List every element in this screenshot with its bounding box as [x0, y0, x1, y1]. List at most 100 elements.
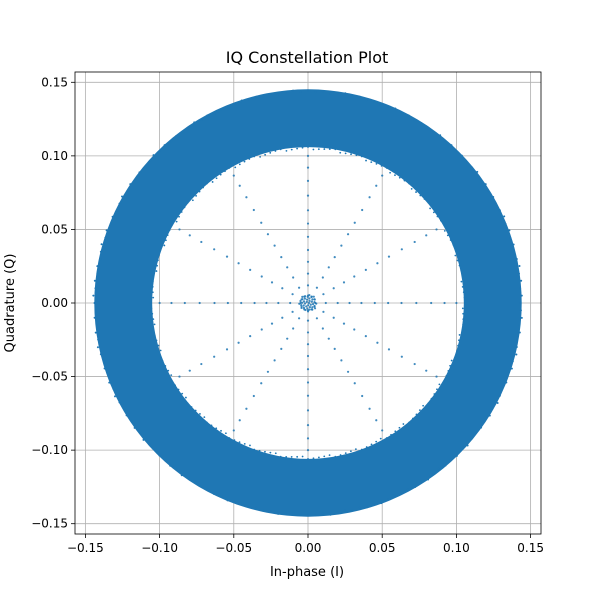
ring-edge-point [262, 509, 265, 512]
ring-edge-point [519, 287, 522, 290]
ring-edge-point [210, 424, 213, 427]
ring-edge-point [379, 437, 382, 440]
ring-edge-point [375, 440, 378, 443]
center-point [307, 301, 311, 305]
ring-edge-point [182, 131, 185, 134]
spoke-point [306, 272, 310, 275]
ring-edge-point [432, 130, 435, 133]
ring-edge-point [515, 353, 518, 356]
center-point [311, 306, 314, 309]
ring-edge-point [321, 90, 324, 93]
ring-edge-point [159, 349, 162, 352]
ring-edge-point [290, 148, 293, 151]
ring-edge-point [292, 511, 295, 514]
spoke-point [430, 301, 433, 305]
ring-edge-point [207, 488, 210, 491]
ring-edge-point [104, 236, 107, 239]
spoke-point [413, 362, 416, 366]
ring-edge-point [118, 401, 121, 404]
spoke-point [273, 244, 276, 247]
spoke-point [333, 347, 336, 350]
ring-edge-point [436, 215, 439, 218]
ring-edge-point [512, 251, 515, 254]
spoke-point [376, 262, 379, 265]
ring-edge-point [177, 388, 180, 391]
ring-edge-point [151, 280, 154, 283]
spoke-point [340, 244, 343, 247]
x-tick-label: −0.05 [215, 541, 252, 555]
spoke-point [291, 293, 294, 296]
ring-edge-point [113, 395, 116, 398]
ring-edge-point [515, 338, 518, 341]
ring-edge-point [175, 468, 178, 471]
ring-edge-point [301, 146, 304, 149]
ring-edge-point [519, 309, 522, 312]
ring-edge-point [277, 93, 280, 96]
ring-edge-point [152, 154, 155, 157]
ring-edge-point [450, 359, 453, 362]
center-point [308, 294, 311, 297]
ring-edge-point [170, 140, 173, 143]
ring-edge-point [498, 209, 501, 212]
ring-edge-point [344, 452, 347, 455]
ring-edge-point [411, 417, 414, 420]
center-point [315, 302, 318, 305]
spoke-point [375, 184, 378, 187]
center-point [301, 301, 304, 304]
ring-edge-point [454, 150, 457, 153]
ring-edge-point [164, 458, 167, 461]
spoke-point [245, 196, 248, 199]
spoke-point [435, 375, 438, 378]
center-point [308, 305, 312, 309]
ring-edge-point [443, 140, 446, 143]
ring-edge-point [444, 464, 447, 467]
ring-edge-point [462, 291, 465, 294]
ring-edge-point [100, 243, 103, 246]
ring-edge-point [152, 318, 155, 321]
spoke-point [306, 194, 310, 197]
spoke-point [400, 248, 403, 251]
ring-edge-point [344, 152, 347, 155]
ring-edge-point [390, 433, 392, 436]
ring-edge-point [398, 426, 401, 429]
ring-edge-point [94, 287, 97, 290]
spoke-point [443, 301, 446, 305]
ring-edge-point [336, 511, 339, 514]
spoke-point [400, 355, 403, 358]
ring-edge-point [422, 404, 425, 407]
ring-edge-point [314, 91, 317, 94]
ring-edge-point [321, 512, 324, 515]
ring-edge-point [420, 122, 423, 125]
center-point [308, 297, 311, 300]
ring-edge-point [198, 190, 201, 193]
ring-edge-point [299, 513, 302, 516]
center-point [301, 295, 304, 298]
center-point [300, 304, 303, 307]
spoke-point [306, 368, 310, 371]
ring-edge-point [317, 456, 320, 459]
y-tick-label: −0.05 [31, 370, 68, 384]
ring-edge-point [443, 224, 446, 226]
ring-edge-point [413, 119, 416, 122]
ring-edge-point [503, 215, 506, 218]
center-point [310, 300, 313, 303]
ring-edge-point [365, 446, 368, 448]
ring-edge-point [95, 324, 98, 327]
spoke-point [178, 375, 181, 378]
center-point [308, 299, 311, 303]
ring-edge-point [241, 502, 244, 505]
spoke-point [425, 369, 428, 372]
ring-edge-point [92, 294, 95, 297]
ring-edge-point [118, 202, 121, 205]
ring-edge-point [269, 151, 272, 154]
y-tick-label: −0.15 [31, 517, 68, 531]
spoke-point [327, 337, 330, 340]
ring-edge-point [97, 338, 100, 341]
ring-edge-point [151, 291, 154, 294]
ring-edge-point [334, 148, 337, 151]
spoke-point [353, 275, 356, 278]
ring-edge-point [243, 160, 246, 163]
ring-edge-point [351, 95, 354, 98]
ring-edge-point [370, 161, 373, 164]
center-point [301, 298, 304, 301]
